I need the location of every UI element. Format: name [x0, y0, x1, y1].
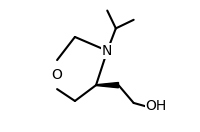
Text: OH: OH [146, 99, 167, 113]
Text: O: O [52, 68, 63, 82]
Text: N: N [102, 44, 112, 58]
Polygon shape [96, 82, 118, 88]
